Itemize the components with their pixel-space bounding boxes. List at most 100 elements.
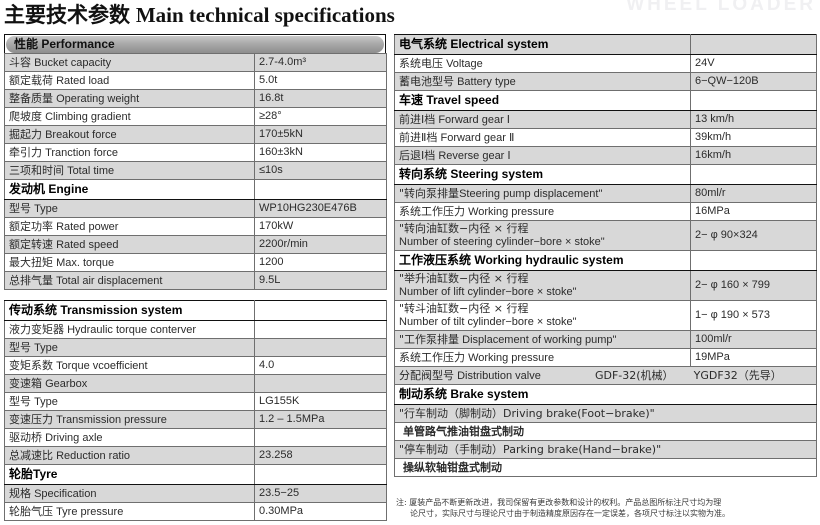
row-label: 型号 Type [4,392,255,411]
performance-header-wrap: 性能 Performance [4,34,386,53]
row-label: 总减速比 Reduction ratio [4,446,255,465]
electrical-section-header-row: 电气系统 Electrical system [394,34,817,55]
hydraulic-section-header: 工作液压系统 Working hydraulic system [394,250,691,271]
row-label: 轮胎气压 Tyre pressure [4,502,255,521]
row-value: 0.30MPa [254,502,387,521]
row-label: 总排气量 Total air displacement [4,271,255,290]
row-value: 160±3kN [254,143,387,162]
table-row: "举升油缸数−内径 × 行程 Number of lift cylinder−bo… [394,270,817,301]
page-title: 主要技术参数 Main technical specifications [4,2,395,29]
engine-section-header: 发动机 Engine [4,179,255,200]
row-value: 2200r/min [254,235,387,254]
table-row: 系统工作压力 Working pressure 16MPa [394,202,817,221]
steering-section-header-row: 转向系统 Steering system [394,164,817,185]
table-row: 型号 Type [4,338,387,357]
page-title-cn: 主要技术参数 [4,3,130,27]
page-title-en: Main technical specifications [135,3,395,27]
row-value: 2.7-4.0m³ [254,53,387,72]
row-value: 23.5−25 [254,484,387,503]
row-label: 后退Ⅰ档 Reverse gear Ⅰ [394,146,691,165]
row-label: 整备质量 Operating weight [4,89,255,108]
table-row: 变速箱 Gearbox [4,374,387,393]
table-row: "转向油缸数−内径 × 行程 Number of steering cylinde… [394,220,817,251]
transmission-section-header-row: 传动系统 Transmission system [4,300,387,321]
row-label: 变速压力 Transmission pressure [4,410,255,429]
table-row: 规格 Specification 23.5−25 [4,484,387,503]
table-row: 额定转速 Rated speed 2200r/min [4,235,387,254]
row-label: 规格 Specification [4,484,255,503]
row-label: 爬坡度 Climbing gradient [4,107,255,126]
table-row: 变矩系数 Torque vcoefficient 4.0 [4,356,387,375]
table-row: 液力变矩器 Hydraulic torque conterver [4,320,387,339]
table-row: 斗容 Bucket capacity 2.7-4.0m³ [4,53,387,72]
row-label: 斗容 Bucket capacity [4,53,255,72]
row-label: 前进Ⅰ档 Forward gear Ⅰ [394,110,691,129]
distribution-valve-row: 分配阀型号 Distribution valve GDF-32(机械） YGDF… [394,366,817,385]
row-value: WP10HG230E476B [254,199,387,218]
row-value: ≥28° [254,107,387,126]
brake-section-header: 制动系统 Brake system [394,384,817,405]
tyre-section-header: 轮胎Tyre [4,464,255,485]
performance-engine-table: 斗容 Bucket capacity 2.7-4.0m³ 额定载荷 Rated … [4,53,387,290]
table-row: 驱动桥 Driving axle [4,428,387,447]
table-row: 系统工作压力 Working pressure 19MPa [394,348,817,367]
tyre-section-header-row: 轮胎Tyre [4,464,387,485]
table-row: "停车制动（手制动）Parking brake(Hand−brake)" [394,440,817,459]
row-label: 型号 Type [4,199,255,218]
row-label: 液力变矩器 Hydraulic torque conterver [4,320,255,339]
row-value: 13 km/h [690,110,817,129]
table-row: 变速压力 Transmission pressure 1.2 – 1.5MPa [4,410,387,429]
brake-row-text: 单管路气推油钳盘式制动 [394,422,817,441]
row-value: 24V [690,54,817,73]
row-label: "转斗油缸数−内径 × 行程 Number of tilt cylinder−bo… [394,300,691,331]
row-value: 16MPa [690,202,817,221]
row-label: 前进Ⅱ档 Forward gear Ⅱ [394,128,691,147]
distribution-valve-label-en: Distribution valve [457,369,541,382]
electrical-section-header: 电气系统 Electrical system [394,34,691,55]
steering-section-header: 转向系统 Steering system [394,164,691,185]
brake-row-text: "行车制动（脚制动）Driving brake(Foot−brake)" [394,404,817,423]
left-column: 性能 Performance 斗容 Bucket capacity 2.7-4.… [4,34,387,521]
row-value: 80ml/r [690,184,817,203]
row-value: 2− φ 90×324 [690,220,817,251]
row-label: 变矩系数 Torque vcoefficient [4,356,255,375]
transmission-section-header: 传动系统 Transmission system [4,300,255,321]
table-row: "工作泵排量 Displacement of working pump" 100… [394,330,817,349]
row-value: 100ml/r [690,330,817,349]
table-row: 单管路气推油钳盘式制动 [394,422,817,441]
table-row: "转斗油缸数−内径 × 行程 Number of tilt cylinder−bo… [394,300,817,331]
row-value [254,320,387,339]
table-row: "转向泵排量Steering pump displacement" 80ml/r [394,184,817,203]
row-label: 蓄电池型号 Battery type [394,72,691,91]
travel-speed-section-header: 车速 Travel speed [394,90,691,111]
brake-row-text: "停车制动（手制动）Parking brake(Hand−brake)" [394,440,817,459]
table-row: 前进Ⅱ档 Forward gear Ⅱ 39km/h [394,128,817,147]
table-row: 爬坡度 Climbing gradient ≥28° [4,107,387,126]
table-row: 掘起力 Breakout force 170±5kN [4,125,387,144]
table-row: 系统电压 Voltage 24V [394,54,817,73]
row-value: 6−QW−120B [690,72,817,91]
row-label: 驱动桥 Driving axle [4,428,255,447]
row-label: 掘起力 Breakout force [4,125,255,144]
electrical-section-header-spacer [690,34,817,55]
footnote: 注: 厦装产品不断更新改进，我司保留有更改参数和设计的权利。产品总图所标注尺寸均… [396,497,814,519]
brake-row-text: 操纵软轴钳盘式制动 [394,458,817,477]
transmission-section-header-spacer [254,300,387,321]
table-row: 额定功率 Rated power 170kW [4,217,387,236]
row-label: 额定转速 Rated speed [4,235,255,254]
row-label: 额定功率 Rated power [4,217,255,236]
row-label: 系统工作压力 Working pressure [394,348,691,367]
row-label: 额定载荷 Rated load [4,71,255,90]
row-label: 变速箱 Gearbox [4,374,255,393]
row-value [254,428,387,447]
row-label: 牵引力 Tranction force [4,143,255,162]
row-label: "工作泵排量 Displacement of working pump" [394,330,691,349]
row-value: 170±5kN [254,125,387,144]
row-value: 5.0t [254,71,387,90]
table-row: 后退Ⅰ档 Reverse gear Ⅰ 16km/h [394,146,817,165]
row-label: "转向泵排量Steering pump displacement" [394,184,691,203]
footnote-line-1: 注: 厦装产品不断更新改进，我司保留有更改参数和设计的权利。产品总图所标注尺寸均… [396,498,722,507]
hydraulic-section-header-row: 工作液压系统 Working hydraulic system [394,250,817,271]
transmission-tyre-table: 传动系统 Transmission system 液力变矩器 Hydraulic… [4,300,387,521]
row-value: 1− φ 190 × 573 [690,300,817,331]
